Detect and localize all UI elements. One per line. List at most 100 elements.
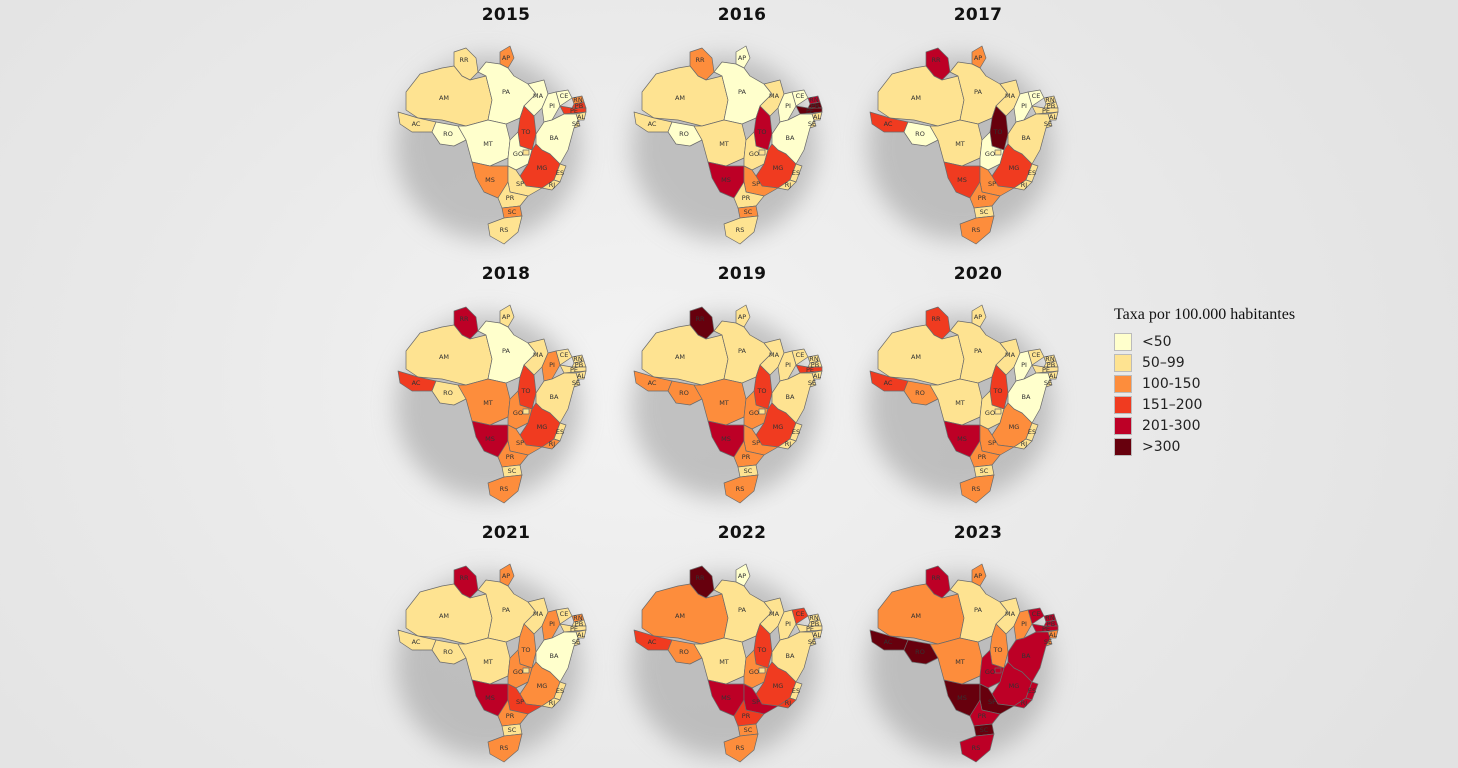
state-label: AM <box>911 612 921 620</box>
state-label: AC <box>884 379 893 387</box>
state-label: SC <box>508 726 517 734</box>
state-label: PI <box>549 102 555 110</box>
state-label: SE <box>1044 379 1052 387</box>
state-pe <box>795 623 823 633</box>
state-label: RS <box>736 744 745 752</box>
state-pe <box>795 105 823 115</box>
state-label: RR <box>931 574 941 582</box>
state-label: BA <box>786 393 795 401</box>
state-label: MS <box>957 694 967 702</box>
state-label: RS <box>500 744 509 752</box>
state-label: SE <box>1044 638 1052 646</box>
state-label: AM <box>911 353 921 361</box>
state-label: MT <box>719 658 729 666</box>
map-panel: 2022 RR AP AM PA MA CE RN PB PE AL SE PI AC RO MT TO BA GO… <box>624 518 860 768</box>
state-label: RO <box>443 130 453 138</box>
state-label: CE <box>560 351 569 359</box>
state-pe <box>1031 105 1059 115</box>
state-ma <box>523 597 549 635</box>
legend-item: 50–99 <box>1114 352 1354 373</box>
state-label: PA <box>502 606 511 614</box>
state-label: AL <box>1049 372 1057 380</box>
state-label: GO <box>985 668 995 676</box>
state-label: TO <box>992 128 1002 136</box>
state-label: PI <box>1021 361 1027 369</box>
state-label: AM <box>675 612 685 620</box>
state-label: MG <box>773 682 784 690</box>
state-label: TO <box>756 387 766 395</box>
state-label: CE <box>796 92 805 100</box>
state-label: MS <box>485 176 495 184</box>
map-year-title: 2017 <box>953 5 1003 25</box>
state-rj <box>1013 438 1033 450</box>
state-label: MS <box>485 435 495 443</box>
state-label: GO <box>985 150 995 158</box>
state-label: PB <box>811 361 819 369</box>
state-pe <box>559 364 587 374</box>
state-label: AP <box>502 313 510 321</box>
state-label: MG <box>1009 423 1020 431</box>
state-label: MS <box>721 176 731 184</box>
map-panel: 2021 RR AP AM PA MA CE RN PB PE AL SE PI AC RO MT TO BA GO… <box>388 518 624 768</box>
state-label: RS <box>500 226 509 234</box>
legend-swatch <box>1114 374 1132 393</box>
state-label: RJ <box>549 181 556 189</box>
state-pe <box>559 105 587 115</box>
state-label: MS <box>957 176 967 184</box>
state-label: PR <box>742 453 751 461</box>
legend-swatch <box>1114 332 1132 351</box>
state-label: ES <box>1028 687 1036 695</box>
state-label: PB <box>575 361 583 369</box>
state-ma <box>759 338 785 376</box>
legend-swatch <box>1114 416 1132 435</box>
state-label: MS <box>721 694 731 702</box>
state-label: PI <box>785 361 791 369</box>
state-rs <box>723 733 759 763</box>
state-label: PI <box>549 361 555 369</box>
state-label: SP <box>988 439 996 447</box>
state-rj <box>541 697 561 709</box>
legend-label: 50–99 <box>1142 354 1185 371</box>
state-label: TO <box>520 128 530 136</box>
state-label: PE <box>1042 625 1050 633</box>
state-label: GO <box>749 150 759 158</box>
state-label: MT <box>483 658 493 666</box>
state-df <box>522 408 530 415</box>
state-ap <box>735 304 751 328</box>
state-rj <box>1013 697 1033 709</box>
state-label: BA <box>550 134 559 142</box>
state-label: SE <box>572 379 580 387</box>
state-label: AL <box>1049 631 1057 639</box>
state-label: PE <box>806 366 814 374</box>
state-label: PR <box>506 712 515 720</box>
map-year-title: 2023 <box>953 523 1003 543</box>
state-df <box>994 667 1002 674</box>
state-label: TO <box>756 646 766 654</box>
state-ap <box>735 45 751 69</box>
state-label: TO <box>756 128 766 136</box>
state-label: RO <box>443 648 453 656</box>
state-ma <box>995 338 1021 376</box>
state-df <box>994 149 1002 156</box>
state-label: SE <box>1044 120 1052 128</box>
state-label: PA <box>738 606 747 614</box>
state-label: MG <box>537 164 548 172</box>
state-df <box>758 149 766 156</box>
state-pe <box>1031 623 1059 633</box>
state-label: AC <box>648 638 657 646</box>
map-panel: 2018 RR AP AM PA MA CE RN PB PE AL SE PI AC RO MT TO BA GO… <box>388 259 624 509</box>
state-label: PI <box>1021 102 1027 110</box>
state-ma <box>995 79 1021 117</box>
state-label: BA <box>1022 134 1031 142</box>
state-label: RR <box>695 574 705 582</box>
state-label: PA <box>738 347 747 355</box>
legend-label: 201-300 <box>1142 417 1201 434</box>
state-label: CE <box>796 610 805 618</box>
state-label: PR <box>506 453 515 461</box>
state-label: RN <box>573 96 583 104</box>
state-label: RO <box>915 648 925 656</box>
